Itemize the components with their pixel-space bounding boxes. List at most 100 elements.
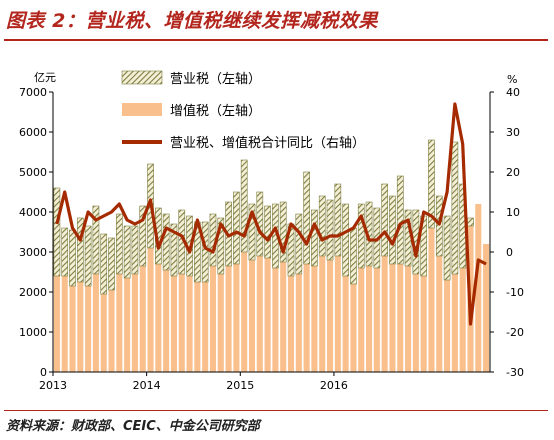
business-tax-bar bbox=[162, 213, 170, 271]
vat-bar bbox=[451, 274, 458, 372]
vat-bar bbox=[272, 268, 279, 372]
business-tax-bar bbox=[451, 141, 459, 275]
vat-bar bbox=[77, 282, 84, 372]
business-tax-bar bbox=[350, 227, 357, 285]
vat-bar bbox=[92, 274, 99, 372]
vat-bar bbox=[475, 204, 482, 372]
business-tax-bar bbox=[240, 159, 248, 253]
business-tax-bar bbox=[443, 215, 451, 281]
x-tick-label: 2016 bbox=[320, 379, 348, 392]
vat-bar bbox=[420, 276, 427, 372]
vat-bar bbox=[186, 276, 193, 372]
business-tax-bar bbox=[108, 237, 115, 291]
vat-bar bbox=[256, 256, 263, 372]
business-tax-bar bbox=[357, 203, 365, 269]
vat-bar bbox=[194, 282, 201, 372]
business-tax-bar bbox=[303, 171, 310, 265]
business-tax-bar bbox=[248, 203, 256, 261]
business-tax-bar bbox=[279, 201, 287, 263]
x-tick-label: 2015 bbox=[226, 379, 254, 392]
left-tick-label: 7000 bbox=[19, 86, 47, 99]
business-tax-bar bbox=[131, 225, 139, 275]
business-tax-bar bbox=[115, 213, 123, 275]
vat-bar bbox=[139, 266, 146, 372]
legend-label: 营业税、增值税合计同比（右轴） bbox=[170, 135, 365, 151]
vat-bar bbox=[326, 260, 334, 372]
vat-bar bbox=[108, 290, 115, 372]
right-tick-label: 10 bbox=[506, 206, 520, 219]
vat-bar bbox=[358, 268, 365, 372]
left-tick-label: 5000 bbox=[19, 166, 47, 179]
business-tax-bar bbox=[326, 199, 334, 261]
right-tick-label: -10 bbox=[506, 286, 524, 299]
business-tax-bar bbox=[318, 195, 326, 257]
vat-bar bbox=[436, 256, 443, 372]
vat-bar bbox=[202, 282, 209, 372]
business-tax-bar bbox=[69, 229, 76, 287]
right-tick-label: 30 bbox=[506, 126, 520, 139]
vat-bar bbox=[459, 268, 466, 372]
vat-bar bbox=[319, 256, 326, 372]
vat-bar bbox=[217, 274, 224, 372]
vat-bar bbox=[225, 266, 232, 372]
business-tax-bar bbox=[396, 175, 404, 265]
left-tick-label: 4000 bbox=[19, 206, 47, 219]
business-tax-bar bbox=[334, 183, 342, 257]
vat-bar bbox=[483, 244, 490, 372]
vat-bar bbox=[163, 270, 170, 372]
business-tax-bar bbox=[201, 221, 209, 283]
business-tax-bar bbox=[100, 233, 108, 295]
business-tax-bar bbox=[404, 209, 412, 267]
business-tax-bar bbox=[92, 205, 100, 275]
business-tax-bar bbox=[389, 195, 396, 265]
vat-bar bbox=[61, 276, 68, 372]
business-tax-bar bbox=[311, 209, 318, 267]
right-tick-label: -20 bbox=[506, 326, 524, 339]
vat-bar bbox=[350, 284, 357, 372]
legend-label: 营业税（左轴） bbox=[170, 72, 261, 87]
vat-bar bbox=[170, 276, 177, 372]
vat-bar bbox=[131, 274, 138, 372]
vat-bar bbox=[412, 274, 419, 372]
legend-swatch-vat bbox=[122, 103, 162, 116]
left-tick-label: 6000 bbox=[19, 126, 47, 139]
business-tax-bar bbox=[61, 227, 69, 277]
business-tax-bar bbox=[467, 217, 474, 227]
business-tax-bar bbox=[233, 191, 240, 265]
left-tick-label: 0 bbox=[40, 366, 47, 379]
business-tax-bar bbox=[53, 187, 61, 277]
business-tax-bar bbox=[123, 225, 131, 279]
business-tax-bar bbox=[76, 217, 84, 283]
vat-bar bbox=[85, 286, 92, 372]
left-tick-label: 2000 bbox=[19, 286, 47, 299]
vat-bar bbox=[389, 264, 396, 372]
vat-bar bbox=[264, 258, 271, 372]
vat-bar bbox=[241, 252, 248, 372]
right-axis-unit: % bbox=[507, 73, 518, 86]
vat-bar bbox=[405, 266, 412, 372]
vat-bar bbox=[342, 276, 349, 372]
legend-swatch-business-tax bbox=[121, 70, 163, 85]
business-tax-bar bbox=[295, 213, 303, 275]
vat-bar bbox=[311, 266, 318, 372]
left-tick-label: 3000 bbox=[19, 246, 47, 259]
vat-bar bbox=[303, 264, 310, 372]
business-tax-bar bbox=[428, 139, 435, 229]
vat-bar bbox=[373, 268, 380, 372]
vat-bar bbox=[295, 274, 302, 372]
vat-bar bbox=[444, 280, 451, 372]
vat-bar bbox=[116, 274, 123, 372]
business-tax-bar bbox=[217, 217, 225, 275]
source-divider bbox=[4, 410, 548, 411]
vat-bar bbox=[334, 256, 341, 372]
x-tick-label: 2013 bbox=[39, 379, 67, 392]
right-tick-label: 40 bbox=[506, 86, 520, 99]
business-tax-bar bbox=[342, 203, 349, 277]
vat-bar bbox=[280, 262, 287, 372]
vat-bar bbox=[178, 274, 185, 372]
vat-bar bbox=[209, 266, 217, 372]
yoy-line bbox=[55, 102, 487, 326]
business-tax-bar bbox=[170, 223, 178, 277]
business-tax-bar bbox=[381, 183, 388, 257]
